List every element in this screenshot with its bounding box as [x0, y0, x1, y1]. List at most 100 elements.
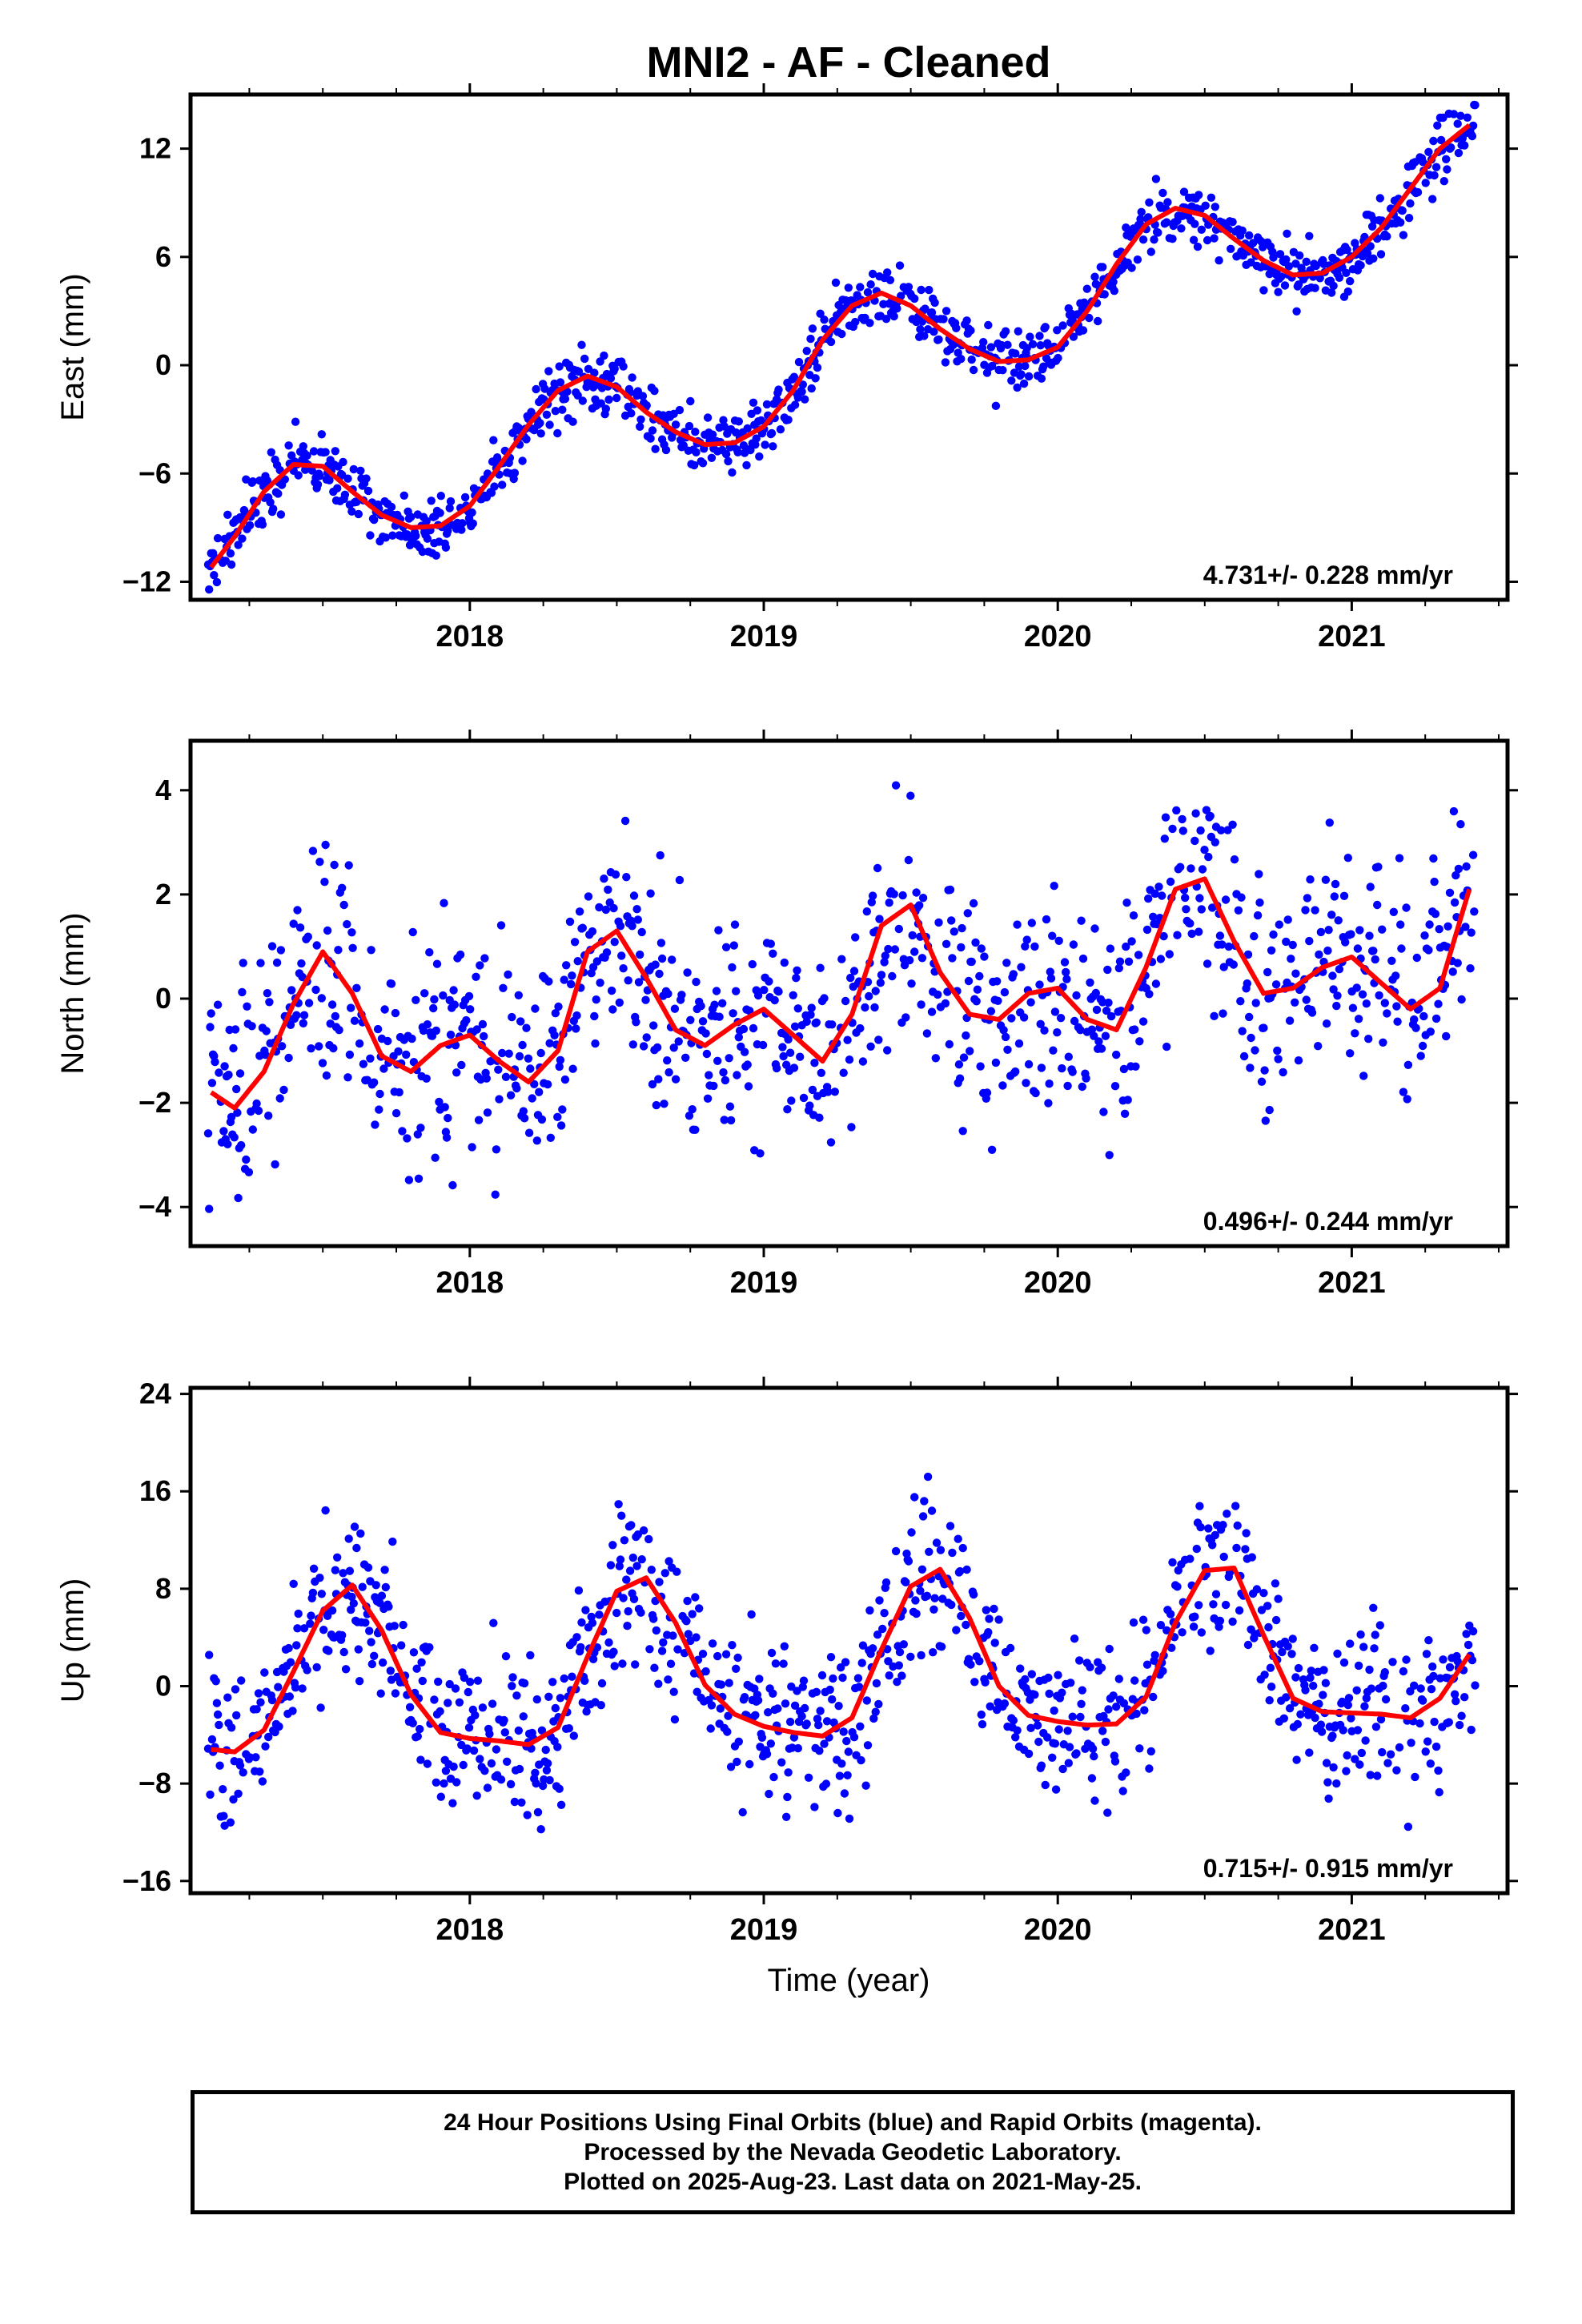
data-point [1310, 1643, 1319, 1652]
data-point [1123, 1096, 1132, 1104]
data-point [1257, 1606, 1267, 1614]
data-point [808, 324, 817, 333]
data-point [805, 1101, 814, 1110]
data-point [480, 1031, 488, 1041]
data-point [347, 507, 356, 516]
data-point [713, 1651, 722, 1661]
data-point [817, 1671, 827, 1680]
data-point [1238, 1027, 1247, 1035]
data-point [532, 1136, 541, 1145]
data-point [1374, 862, 1383, 871]
data-point [1048, 931, 1057, 940]
data-point [388, 531, 397, 540]
data-point [665, 1557, 673, 1566]
data-point [307, 466, 316, 475]
data-point [1341, 938, 1350, 947]
data-point [948, 954, 957, 963]
data-point [508, 1012, 516, 1022]
data-point [990, 1604, 998, 1614]
data-point [1421, 179, 1430, 187]
data-point [1078, 954, 1088, 963]
data-point [1407, 1739, 1415, 1747]
data-point [1333, 1649, 1342, 1659]
data-point [1371, 1723, 1381, 1731]
data-point [252, 1705, 261, 1714]
data-point [810, 1059, 819, 1068]
data-point [1468, 121, 1478, 131]
data-point [784, 1035, 793, 1044]
data-point [854, 1683, 864, 1691]
data-point [897, 1671, 906, 1680]
data-point [580, 1676, 589, 1685]
data-point [920, 1497, 929, 1506]
data-point [398, 1127, 407, 1136]
data-point [856, 1722, 865, 1731]
data-point [487, 1759, 496, 1768]
data-point [981, 1678, 990, 1687]
data-point [917, 1565, 927, 1574]
y-tick-label: 16 [139, 1474, 171, 1507]
data-point [498, 1048, 507, 1058]
data-point [1014, 327, 1023, 336]
data-point [591, 395, 600, 404]
data-point [578, 923, 587, 932]
data-point [510, 468, 520, 477]
data-point [751, 1711, 760, 1719]
data-point [408, 1034, 416, 1043]
data-point [1376, 1715, 1386, 1724]
data-point [843, 1035, 852, 1044]
data-point [1122, 899, 1131, 907]
data-point [1019, 1013, 1029, 1022]
data-point [665, 1068, 673, 1077]
data-point [234, 1193, 243, 1203]
data-point [1206, 1647, 1215, 1655]
data-point [356, 466, 365, 475]
data-point [681, 1053, 690, 1063]
data-point [256, 1698, 265, 1707]
data-point [1343, 1751, 1351, 1760]
data-point [728, 468, 737, 477]
data-point [657, 1647, 667, 1655]
data-point [1228, 1617, 1237, 1626]
data-point [1013, 1726, 1022, 1735]
data-point [878, 1624, 887, 1634]
data-point [866, 1042, 875, 1051]
data-point [1334, 916, 1343, 925]
data-point [916, 325, 925, 334]
data-point [1022, 1079, 1030, 1088]
data-point [1191, 836, 1199, 846]
data-point [419, 1026, 428, 1035]
data-point [677, 991, 686, 999]
data-point [1311, 906, 1319, 915]
data-point [1001, 327, 1010, 336]
data-point [1201, 201, 1210, 210]
data-point [691, 1125, 700, 1135]
data-point [839, 1068, 848, 1077]
data-point [460, 1673, 469, 1683]
data-point [570, 938, 580, 947]
data-point [1305, 936, 1314, 946]
data-point [333, 1553, 342, 1562]
data-point [1309, 1681, 1318, 1691]
data-point [1343, 245, 1351, 255]
data-point [1090, 1751, 1098, 1761]
data-point [416, 1124, 425, 1132]
data-point [959, 1053, 969, 1062]
data-point [1045, 1080, 1054, 1088]
data-point [1011, 349, 1020, 358]
data-point [904, 1557, 913, 1566]
data-point [947, 1600, 956, 1610]
data-point [856, 1023, 865, 1033]
data-point [231, 1685, 240, 1694]
data-point [1371, 1630, 1379, 1639]
data-point [1365, 1665, 1374, 1675]
data-point [339, 457, 347, 467]
data-point [1007, 376, 1016, 385]
data-point [745, 1759, 754, 1769]
data-point [1149, 912, 1158, 922]
data-point [1355, 926, 1364, 935]
data-point [782, 1812, 791, 1821]
data-point [810, 1803, 819, 1811]
data-point [1101, 1031, 1110, 1040]
data-point [1449, 110, 1459, 119]
